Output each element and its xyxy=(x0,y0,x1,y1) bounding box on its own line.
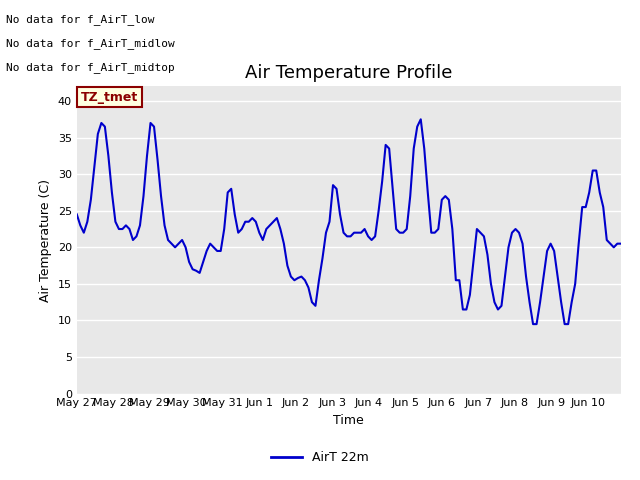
Legend: AirT 22m: AirT 22m xyxy=(266,446,374,469)
Text: No data for f_AirT_midtop: No data for f_AirT_midtop xyxy=(6,62,175,73)
Text: No data for f_AirT_low: No data for f_AirT_low xyxy=(6,14,155,25)
X-axis label: Time: Time xyxy=(333,414,364,427)
Title: Air Temperature Profile: Air Temperature Profile xyxy=(245,64,452,82)
Text: No data for f_AirT_midlow: No data for f_AirT_midlow xyxy=(6,38,175,49)
Y-axis label: Air Temperature (C): Air Temperature (C) xyxy=(39,179,52,301)
Text: TZ_tmet: TZ_tmet xyxy=(81,91,138,104)
